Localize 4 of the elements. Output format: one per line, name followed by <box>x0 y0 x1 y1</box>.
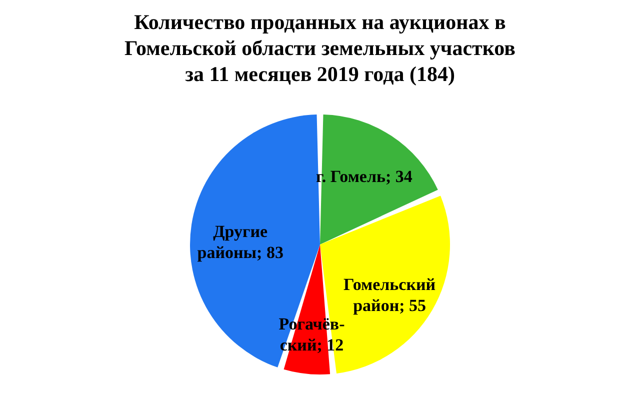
data-label: Гомельский район; 55 <box>344 275 436 316</box>
chart-title: Количество проданных на аукционах в Гомельской области земельных участков за 11 месяцев 2019 года (184) <box>124 10 516 86</box>
data-label: Другие районы; 83 <box>197 222 284 262</box>
data-label: г. Гомель; 34 <box>316 167 413 186</box>
